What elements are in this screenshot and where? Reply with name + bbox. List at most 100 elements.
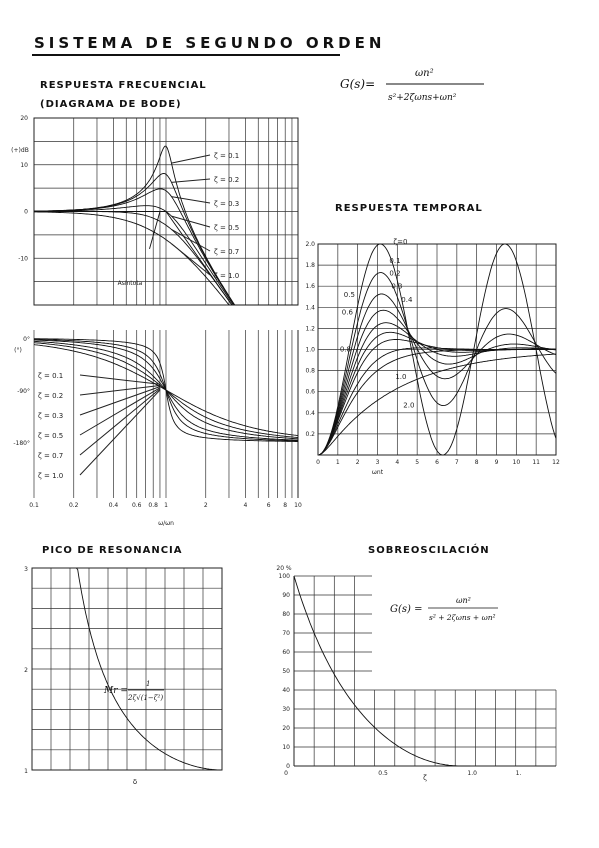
pico-xlabel: δ [133, 778, 137, 786]
bode-phase-leader-0.1 [79, 374, 161, 385]
step-series-0 [317, 243, 557, 456]
step-label-0.6: 0.6 [342, 309, 354, 317]
step-label-0.8: 0.8 [340, 346, 351, 354]
bode-phase-leader-1 [79, 389, 161, 476]
step-label-0.3: 0.3 [391, 282, 402, 290]
step-series-0.3 [317, 309, 557, 456]
bode-x-tick: 0.6 [132, 502, 142, 509]
formula-sobre-lhs: G(s) = [390, 604, 422, 615]
step-response-plot: 0 1 2 3 4 5 6 7 8 9 10 11 120.20.40.60.81.01.21.41.6… [305, 238, 560, 476]
bode-mag-legend-1: ζ = 1.0 [214, 272, 239, 280]
bode-mag-y-tick: 0 [24, 209, 28, 216]
step-x-tick: 9 [495, 459, 499, 466]
sobre-y-tick: 60 [282, 649, 290, 656]
step-y-tick: 0.6 [305, 389, 315, 396]
step-series-2 [317, 353, 556, 456]
title-underline [32, 54, 340, 56]
step-label-1: 1.0 [395, 373, 406, 381]
step-label-0: ζ=0 [393, 238, 407, 246]
step-label-0.5: 0.5 [344, 291, 355, 299]
formula-top-num: ωn² [415, 68, 434, 79]
bode-mag-leader-0.3 [171, 196, 211, 204]
bode-phase-ylabel: (°) [14, 347, 22, 354]
step-x-tick: 1 [336, 459, 340, 466]
sobre-y-tick: 40 [282, 687, 290, 694]
sobre-xlabel: ζ [423, 774, 427, 782]
bode-phase-plot: (°)0° -90° -180° ζ = 0.1 ζ = 0.2 ζ = 0.3 ζ = 0… [13, 330, 302, 527]
sobre-y-tick: 90 [282, 592, 290, 599]
step-x-tick: 4 [395, 459, 399, 466]
step-y-tick: 0.4 [305, 410, 315, 417]
step-y-tick: 1.2 [305, 325, 315, 332]
bode-mag-legend-0.1: ζ = 0.1 [214, 152, 239, 160]
bode-phase-leader-0.5 [79, 387, 161, 436]
step-y-tick: 0.8 [305, 368, 315, 375]
bode-phase-series-1 [33, 344, 299, 437]
sobre-title: SOBREOSCILACIÓN [368, 545, 490, 556]
step-label-0.4: 0.4 [401, 296, 413, 304]
formula-sobre-num: ωn² [456, 596, 471, 605]
formula-pico-num: 1 [146, 680, 150, 688]
bode-subtitle: (DIAGRAMA DE BODE) [40, 99, 182, 110]
formula-pico-lhs: Mr = [103, 686, 128, 696]
bode-mag-leader-1 [171, 243, 211, 276]
bode-x-tick: 0.2 [69, 502, 79, 509]
bode-mag-leader-0.5 [171, 215, 211, 228]
pico-title: PICO DE RESONANCIA [42, 545, 183, 556]
bode-phase-grid [33, 330, 299, 498]
step-x-tick: 7 [455, 459, 459, 466]
formula-pico: Mr = 1 2ζ√(1−ζ²) [103, 680, 164, 702]
sobre-y-tick: 70 [282, 630, 290, 637]
bode-mag-ylabel: (+)dB [11, 147, 29, 154]
step-y-tick: 1.0 [305, 347, 315, 354]
step-x-tick: 8 [475, 459, 479, 466]
step-x-tick: 12 [552, 459, 560, 466]
bode-x-tick: 2 [204, 502, 208, 509]
bode-mag-legend-0.2: ζ = 0.2 [214, 176, 239, 184]
formula-pico-den: 2ζ√(1−ζ²) [127, 694, 163, 702]
bode-title: RESPUESTA FRECUENCIAL [40, 80, 207, 91]
bode-phase-xlabel: ω/ωn [158, 520, 174, 527]
step-x-tick: 11 [532, 459, 540, 466]
pico-grid [31, 567, 223, 771]
sobre-y-tick: 100 [279, 573, 291, 580]
sobre-y-tick: 20 [282, 725, 290, 732]
step-label-0.1: 0.1 [389, 257, 400, 265]
bode-phase-y-tick: 0° [23, 336, 30, 343]
bode-x-tick: 0.4 [109, 502, 119, 509]
bode-x-tick: 0.8 [148, 502, 158, 509]
step-xlabel: ωnt [372, 469, 384, 476]
sobre-grid [293, 575, 557, 767]
bode-mag-y-tick: -10 [18, 255, 28, 262]
step-x-tick: 0 [316, 459, 320, 466]
bode-phase-leader-0.7 [79, 388, 161, 456]
bode-mag-y-tick: 10 [20, 162, 28, 169]
sobre-y-tick: 80 [282, 611, 290, 618]
step-x-tick: 3 [376, 459, 380, 466]
formula-sobre-den: s² + 2ζωns + ωn² [429, 613, 496, 622]
step-series-0.1 [317, 272, 557, 456]
bode-magnitude-plot: 20 10 0 -10 (+)dB Asíntota ζ = 0.1 ζ = 0.2 ζ = 0… [11, 115, 299, 306]
bode-phase-legend-0.5: ζ = 0.5 [38, 432, 63, 440]
sobre-y-tick: 10 [282, 744, 290, 751]
asymptote-pointer [149, 211, 161, 250]
step-y-tick: 2.0 [305, 241, 315, 248]
step-series-1 [317, 349, 556, 456]
step-label-0.2: 0.2 [389, 270, 400, 278]
bode-phase-legend-0.1: ζ = 0.1 [38, 372, 63, 380]
formula-top: G(s)= ωn² s²+2ζωns+ωn² [340, 68, 484, 103]
bode-mag-leader-0.1 [171, 154, 211, 164]
step-label-2: 2.0 [403, 402, 414, 410]
sobre-curve [293, 575, 471, 767]
pico-curve [75, 567, 222, 771]
bode-x-tick: 0.1 [29, 502, 39, 509]
bode-phase-legend-0.3: ζ = 0.3 [38, 412, 63, 420]
bode-phase-y-tick: -90° [17, 388, 30, 395]
sobre-ylabel: 20 % [276, 565, 292, 572]
bode-mag-leader-0.7 [171, 228, 211, 252]
pico-y-tick: 3 [24, 566, 28, 573]
sobre-y-tick: 30 [282, 706, 290, 713]
bode-mag-legend-0.7: ζ = 0.7 [214, 248, 239, 256]
